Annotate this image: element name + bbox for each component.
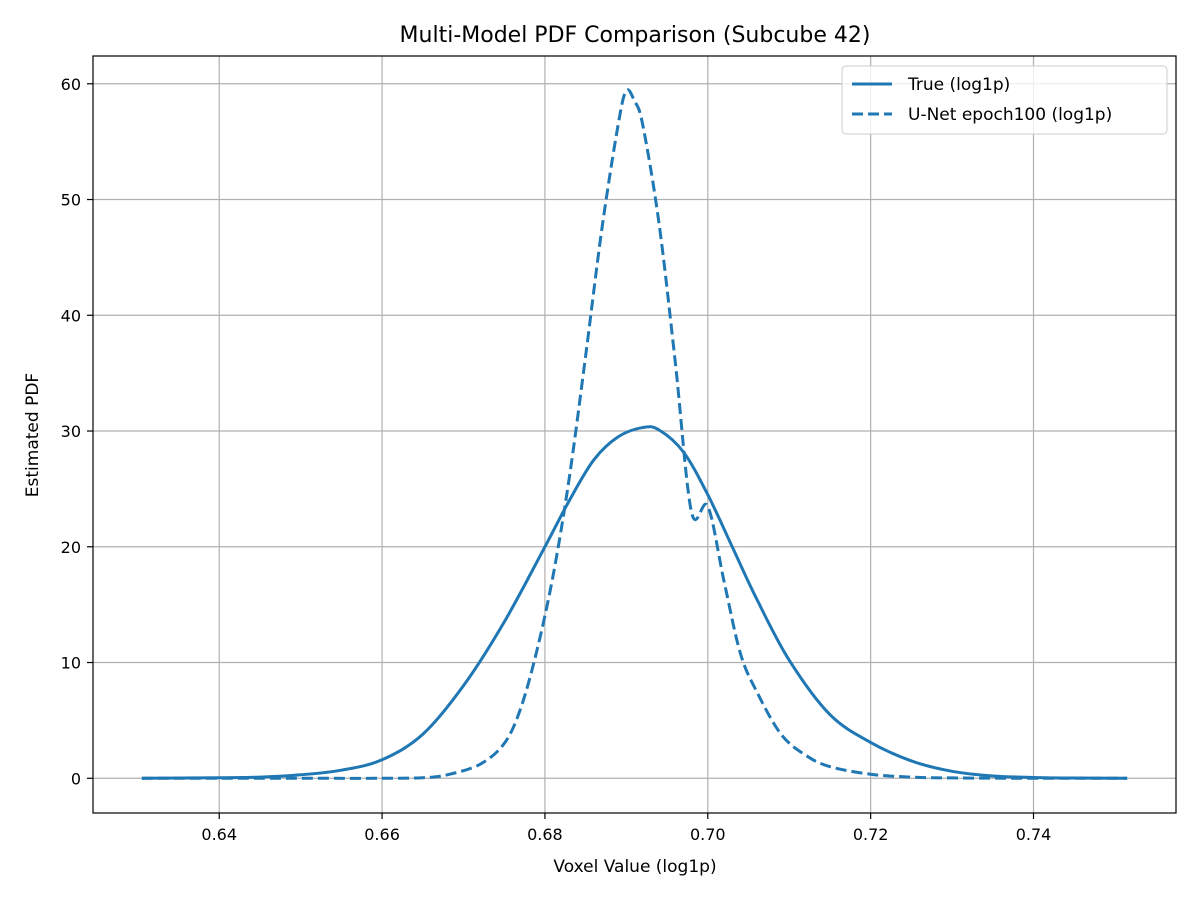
y-tick-label: 60 [61,75,81,94]
series-lines [141,88,1128,780]
legend-box [841,65,1168,135]
series-line-true [141,425,1128,780]
legend-label-unet: U-Net epoch100 (log1p) [908,105,1112,125]
x-tick-label: 0.74 [1016,825,1052,844]
grid-lines [93,56,1176,813]
y-axis-label: Estimated PDF [23,373,43,497]
legend-label-true: True (log1p) [907,75,1010,95]
y-tick-label: 40 [61,306,81,325]
axis-ticks: 0.64 0.66 0.68 0.70 0.72 0.74 0 10 20 30 40 50 60 [61,75,1052,844]
x-tick-label: 0.68 [527,825,563,844]
x-axis-label: Voxel Value (log1p) [553,857,716,877]
y-tick-label: 50 [61,191,81,210]
chart-title: Multi-Model PDF Comparison (Subcube 42) [400,23,871,48]
x-tick-label: 0.72 [853,825,889,844]
legend: True (log1p) U-Net epoch100 (log1p) [841,65,1168,135]
x-tick-label: 0.66 [364,825,400,844]
y-tick-label: 20 [61,538,81,557]
y-tick-label: 30 [61,422,81,441]
series-line-unet [141,88,1128,780]
plot-area-frame [92,55,1177,814]
y-tick-label: 10 [61,654,81,673]
y-tick-label: 0 [71,769,81,788]
x-tick-label: 0.70 [690,825,726,844]
x-tick-label: 0.64 [201,825,237,844]
